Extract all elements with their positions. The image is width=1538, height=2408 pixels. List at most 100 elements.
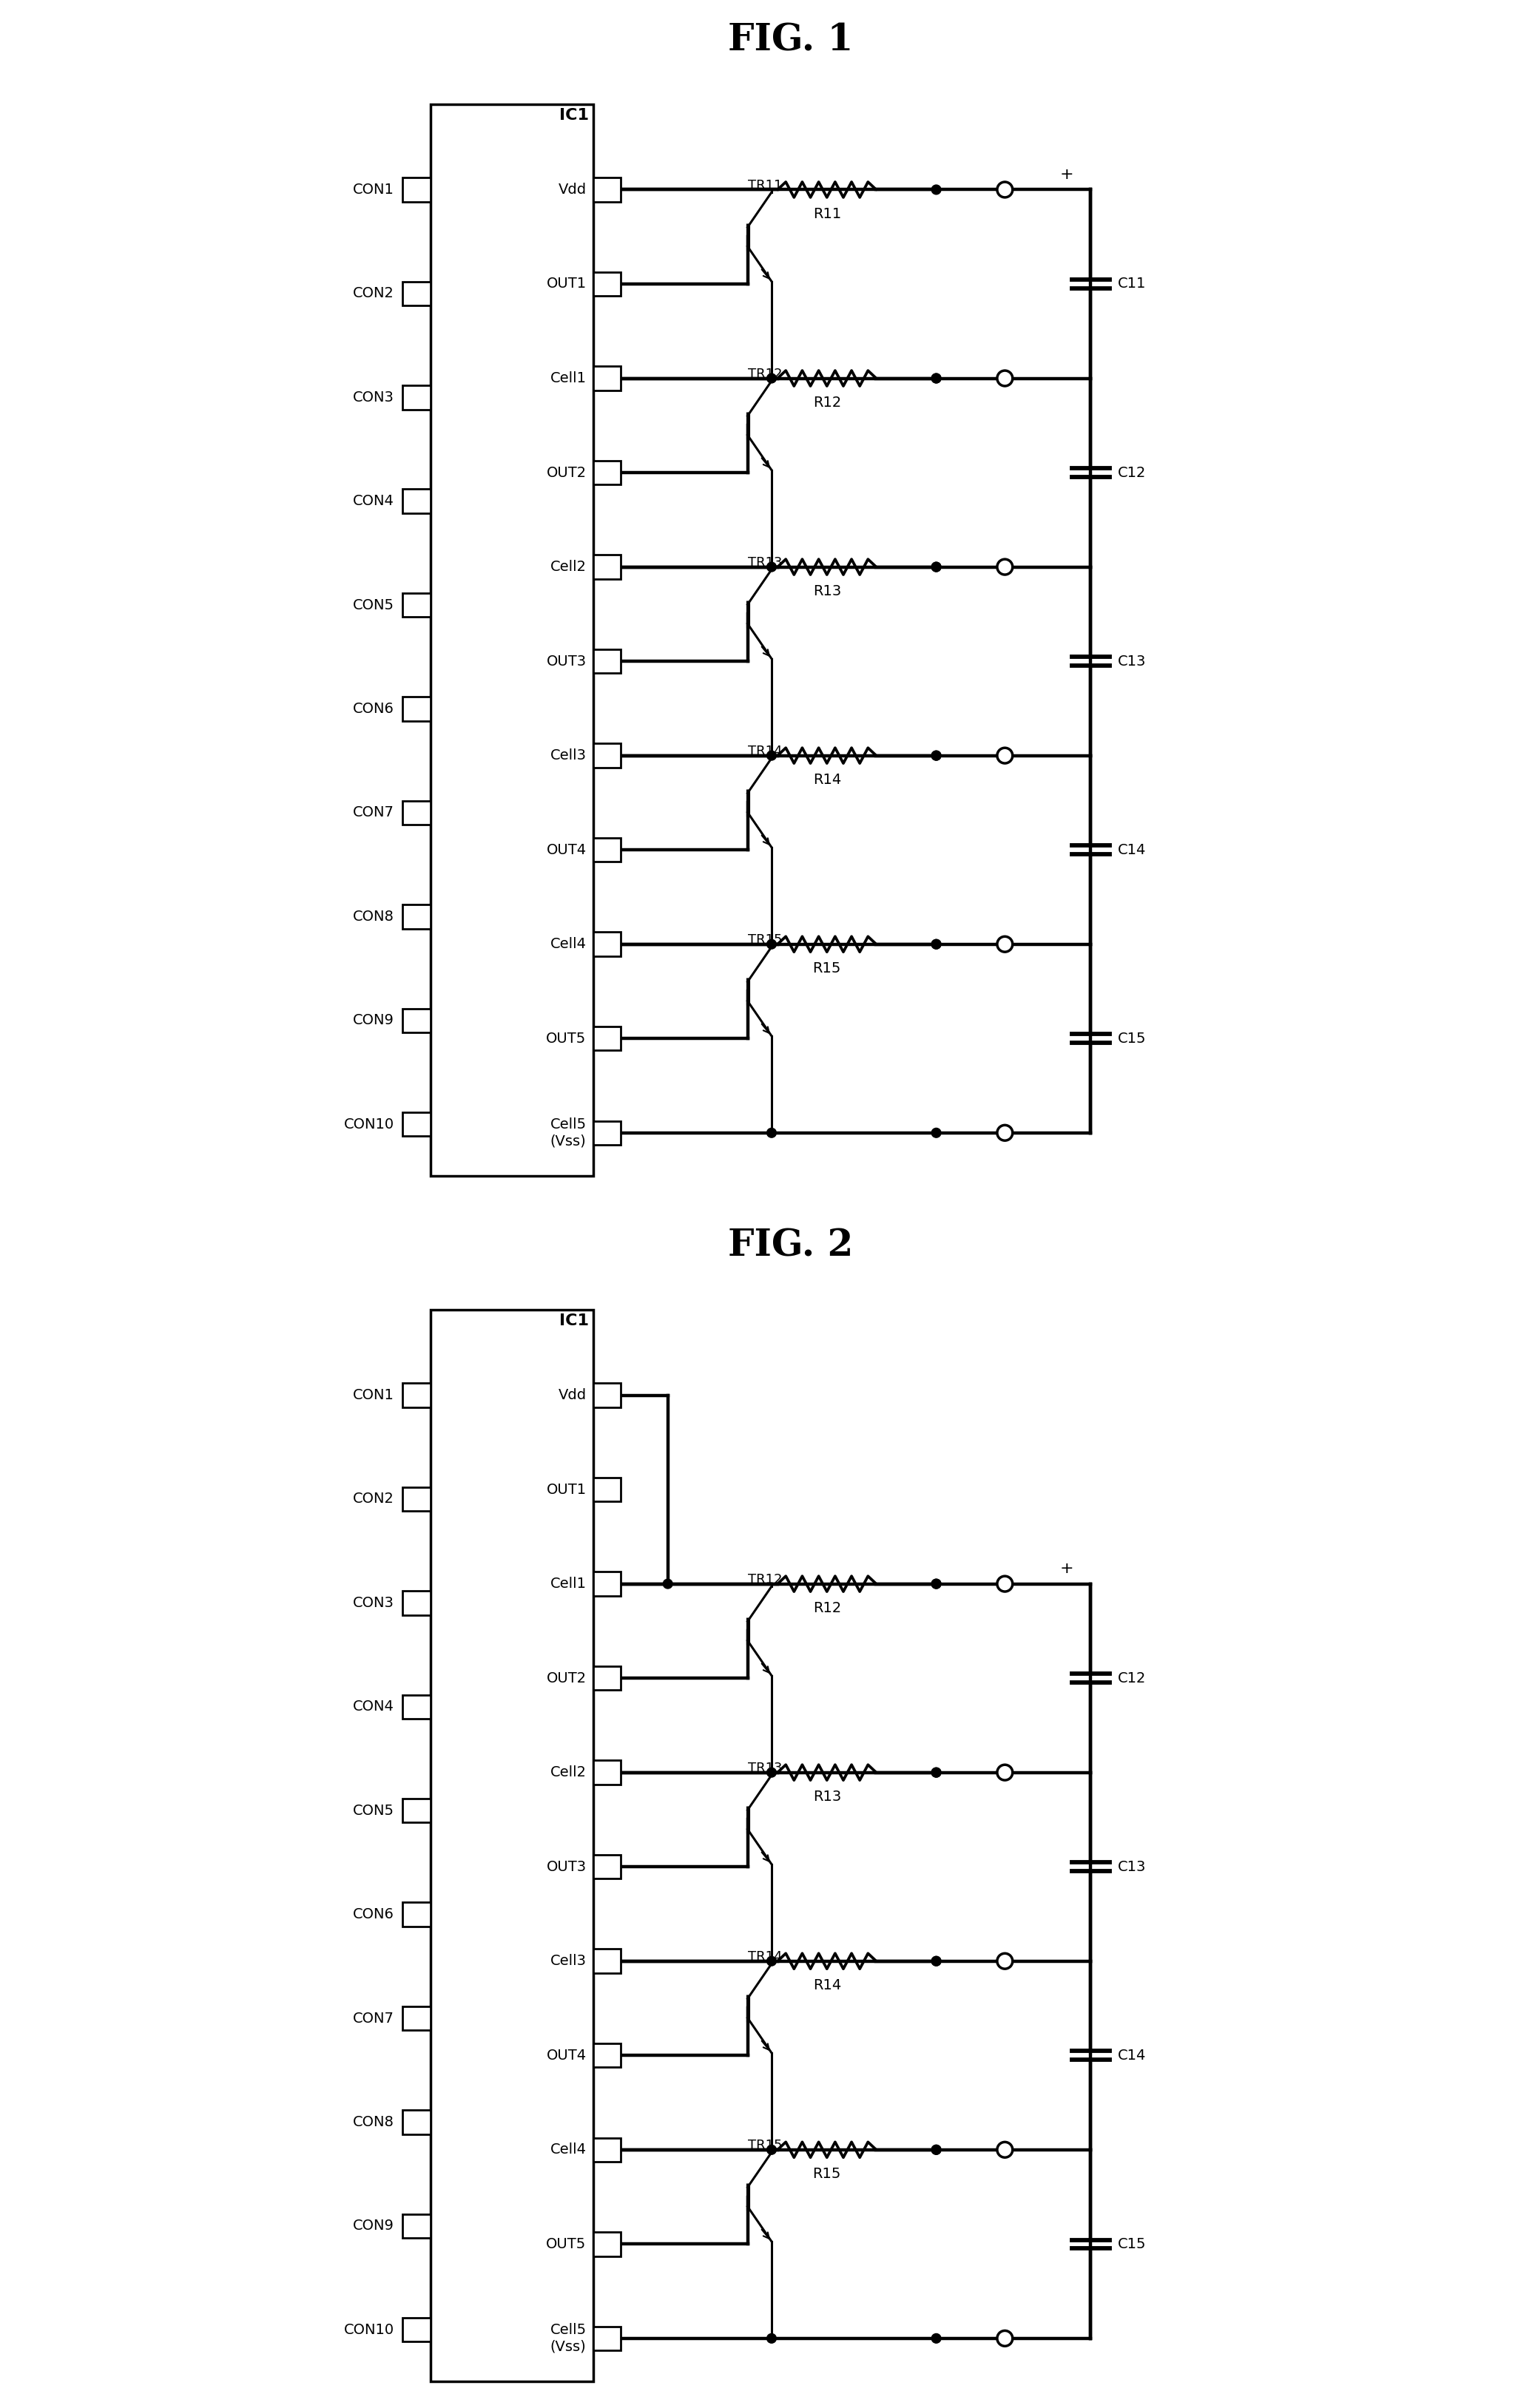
Circle shape: [767, 1127, 777, 1137]
Bar: [403, 1799, 431, 1823]
Text: CON7: CON7: [352, 807, 394, 819]
Circle shape: [997, 1125, 1012, 1141]
Circle shape: [997, 1953, 1012, 1970]
Circle shape: [767, 373, 777, 383]
Circle shape: [767, 1767, 777, 1777]
Text: R15: R15: [812, 2167, 841, 2182]
Text: Cell3: Cell3: [551, 1953, 586, 1967]
Circle shape: [997, 2143, 1012, 2158]
Text: CON10: CON10: [345, 2324, 394, 2336]
Bar: [594, 838, 621, 862]
Text: R12: R12: [812, 1601, 841, 1616]
Bar: [403, 905, 431, 929]
Bar: [403, 1488, 431, 1512]
Text: TR13: TR13: [747, 556, 781, 568]
Bar: [431, 104, 594, 1175]
Text: TR15: TR15: [747, 934, 781, 946]
Circle shape: [997, 749, 1012, 763]
Circle shape: [997, 1765, 1012, 1780]
Text: +: +: [1060, 166, 1074, 181]
Bar: [594, 744, 621, 768]
Text: Cell2: Cell2: [551, 1765, 586, 1780]
Bar: [431, 1310, 594, 2382]
Circle shape: [997, 371, 1012, 385]
Text: OUT5: OUT5: [546, 1031, 586, 1045]
Bar: [403, 2213, 431, 2237]
Text: C12: C12: [1118, 1671, 1146, 1686]
Text: C12: C12: [1118, 465, 1146, 479]
Bar: [403, 1592, 431, 1616]
Circle shape: [932, 2146, 941, 2155]
Text: CON9: CON9: [352, 2218, 394, 2232]
Circle shape: [932, 185, 941, 195]
Circle shape: [932, 2333, 941, 2343]
Text: TR12: TR12: [747, 1572, 781, 1587]
Text: Cell2: Cell2: [551, 561, 586, 573]
Text: FIG. 1: FIG. 1: [727, 22, 854, 58]
Bar: [403, 1009, 431, 1033]
Circle shape: [932, 1127, 941, 1137]
Text: OUT1: OUT1: [546, 277, 586, 291]
Bar: [594, 178, 621, 202]
Bar: [594, 2326, 621, 2350]
Circle shape: [663, 1580, 672, 1589]
Circle shape: [932, 561, 941, 571]
Text: CON8: CON8: [352, 2114, 394, 2129]
Circle shape: [997, 559, 1012, 576]
Circle shape: [932, 373, 941, 383]
Text: TR12: TR12: [747, 368, 781, 380]
Circle shape: [997, 2331, 1012, 2345]
Text: R13: R13: [812, 585, 841, 597]
Bar: [594, 272, 621, 296]
Text: IC1: IC1: [560, 108, 589, 123]
Text: CON5: CON5: [352, 1804, 394, 1818]
Text: CON6: CON6: [352, 701, 394, 715]
Text: CON2: CON2: [352, 1493, 394, 1505]
Text: CON7: CON7: [352, 2011, 394, 2025]
Bar: [403, 282, 431, 306]
Circle shape: [932, 751, 941, 761]
Bar: [594, 1382, 621, 1406]
Text: R14: R14: [812, 773, 841, 787]
Text: Vdd: Vdd: [558, 1387, 586, 1401]
Circle shape: [767, 561, 777, 571]
Bar: [594, 650, 621, 674]
Text: R14: R14: [812, 1979, 841, 1991]
Circle shape: [932, 561, 941, 571]
Circle shape: [932, 1767, 941, 1777]
Text: Vdd: Vdd: [558, 183, 586, 197]
Circle shape: [767, 2146, 777, 2155]
Text: OUT4: OUT4: [546, 843, 586, 857]
Text: TR14: TR14: [747, 1950, 781, 1963]
Text: CON1: CON1: [352, 1387, 394, 1401]
Bar: [403, 1695, 431, 1719]
Text: C13: C13: [1118, 1859, 1146, 1873]
Bar: [594, 1948, 621, 1972]
Bar: [594, 1479, 621, 1503]
Text: R12: R12: [812, 395, 841, 409]
Text: CON4: CON4: [352, 494, 394, 508]
Bar: [594, 2138, 621, 2162]
Text: Cell1: Cell1: [551, 1577, 586, 1592]
Text: R13: R13: [812, 1789, 841, 1804]
Circle shape: [932, 1955, 941, 1965]
Circle shape: [932, 373, 941, 383]
Bar: [403, 178, 431, 202]
Circle shape: [932, 1580, 941, 1589]
Circle shape: [997, 183, 1012, 197]
Text: CON3: CON3: [352, 390, 394, 405]
Text: TR11: TR11: [747, 178, 781, 193]
Text: C14: C14: [1118, 843, 1146, 857]
Bar: [594, 2232, 621, 2256]
Text: CON1: CON1: [352, 183, 394, 197]
Circle shape: [932, 1767, 941, 1777]
Circle shape: [932, 1580, 941, 1589]
Bar: [403, 1112, 431, 1137]
Bar: [594, 932, 621, 956]
Text: OUT2: OUT2: [546, 465, 586, 479]
Text: OUT2: OUT2: [546, 1671, 586, 1686]
Text: Cell5
(Vss): Cell5 (Vss): [551, 2324, 586, 2353]
Bar: [594, 1760, 621, 1784]
Text: Cell4: Cell4: [551, 2143, 586, 2158]
Bar: [403, 2109, 431, 2133]
